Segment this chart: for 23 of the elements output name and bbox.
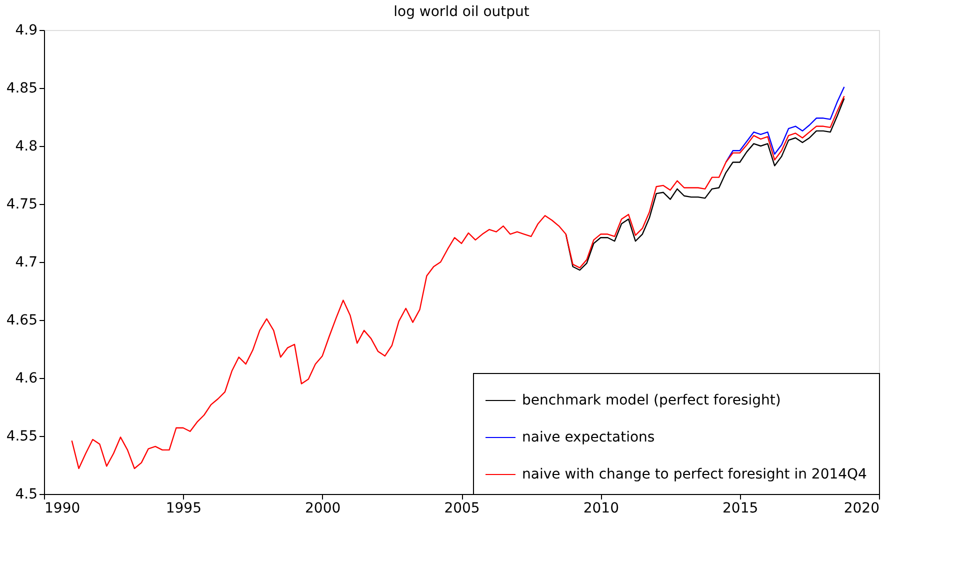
y-tick-label: 4.8 — [15, 138, 38, 154]
x-tick-label: 1995 — [166, 500, 202, 516]
y-tick-label: 4.65 — [6, 312, 38, 328]
y-tick-label: 4.7 — [15, 254, 38, 270]
legend-label: naive expectations — [522, 430, 655, 446]
x-tick-label: 2010 — [583, 500, 619, 516]
y-tick-label: 4.6 — [15, 370, 38, 386]
y-tick-label: 4.9 — [15, 22, 38, 38]
x-tick-label: 2020 — [844, 500, 880, 516]
y-tick-label: 4.55 — [6, 428, 38, 444]
y-tick-label: 4.85 — [6, 80, 38, 96]
line-series — [565, 98, 845, 271]
line-series — [71, 96, 845, 470]
line-series — [725, 86, 845, 163]
x-tick-label: 1990 — [44, 500, 80, 516]
chart-title: log world oil output — [394, 4, 530, 20]
x-tick-label: 2005 — [444, 500, 480, 516]
x-tick-label: 2015 — [722, 500, 758, 516]
y-tick-label: 4.75 — [6, 196, 38, 212]
x-tick-label: 2000 — [305, 500, 341, 516]
legend-label: naive with change to perfect foresight in 2014Q4 — [522, 466, 868, 482]
legend-label: benchmark model (perfect foresight) — [522, 392, 781, 408]
y-tick-label: 4.5 — [15, 486, 38, 502]
